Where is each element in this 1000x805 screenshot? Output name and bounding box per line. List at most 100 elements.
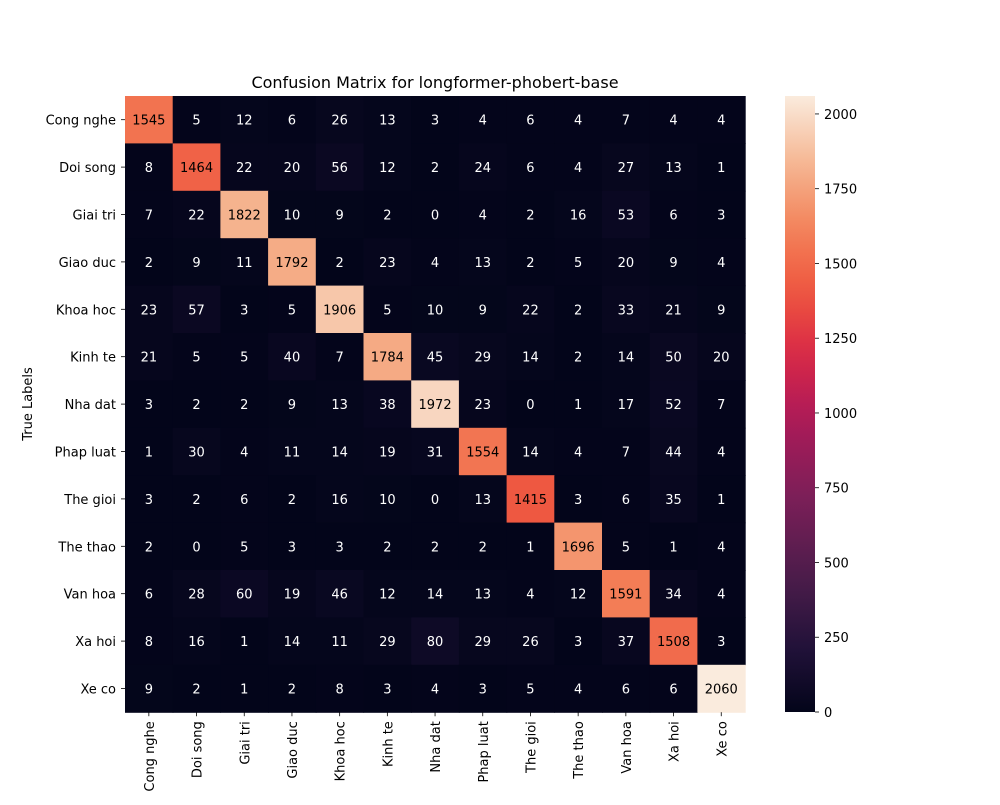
heatmap-cell-5-0 <box>125 333 174 381</box>
heatmap-cell-6-0 <box>125 380 174 429</box>
cell-value-8-2: 6 <box>240 493 248 508</box>
heatmap-cell-11-0 <box>125 617 174 666</box>
heatmap-cell-3-4 <box>315 238 365 287</box>
cell-value-7-4: 14 <box>331 446 348 461</box>
cell-value-0-3: 6 <box>288 114 296 129</box>
cell-value-0-11: 4 <box>669 114 677 129</box>
heatmap-cell-8-12 <box>697 475 746 524</box>
heatmap-cell-3-6 <box>411 238 460 287</box>
cell-value-6-8: 0 <box>526 398 534 413</box>
cell-value-4-1: 57 <box>188 303 205 318</box>
cell-value-6-0: 3 <box>145 398 153 413</box>
cell-value-12-1: 2 <box>192 683 200 698</box>
heatmap-cell-8-7 <box>458 475 508 524</box>
cell-value-7-5: 19 <box>379 446 396 461</box>
cell-value-12-7: 3 <box>479 683 487 698</box>
x-tick-label-11: Xa hoi <box>668 721 683 762</box>
cell-value-2-8: 2 <box>526 209 534 224</box>
cell-value-0-7: 4 <box>479 114 487 129</box>
heatmap-cell-9-11 <box>649 522 698 571</box>
colorbar-tick-label-4: 1000 <box>824 407 857 422</box>
heatmap-cell-12-12 <box>697 664 746 713</box>
cell-value-2-12: 3 <box>717 209 725 224</box>
heatmap-cell-6-2 <box>220 380 269 429</box>
cell-value-3-10: 20 <box>618 256 635 271</box>
y-tick-label-6: Nha dat <box>65 398 116 413</box>
cell-value-6-12: 7 <box>717 398 725 413</box>
y-tick-label-4: Khoa hoc <box>56 303 116 318</box>
cell-value-12-11: 6 <box>669 683 677 698</box>
heatmap-cell-6-1 <box>172 380 221 429</box>
y-tick-label-10: Van hoa <box>64 588 116 603</box>
cell-value-9-8: 1 <box>526 540 534 555</box>
cell-value-0-9: 4 <box>574 114 582 129</box>
cell-value-5-2: 5 <box>240 351 248 366</box>
y-tick-label-8: The gioi <box>63 493 116 508</box>
cell-value-11-12: 3 <box>717 635 725 650</box>
cell-value-2-9: 16 <box>570 209 587 224</box>
heatmap-cell-9-10 <box>602 522 651 571</box>
heatmap-cell-6-5 <box>363 380 412 429</box>
cell-value-10-12: 4 <box>717 588 725 603</box>
heatmap-cell-8-6 <box>411 475 460 524</box>
heatmap-cell-4-3 <box>268 285 317 334</box>
cell-value-1-12: 1 <box>717 161 725 176</box>
cell-value-7-2: 4 <box>240 446 248 461</box>
heatmap-cell-12-10 <box>602 664 651 713</box>
cell-value-0-2: 12 <box>236 114 253 129</box>
heatmap-cell-6-7 <box>458 380 508 429</box>
cell-value-2-6: 0 <box>431 209 439 224</box>
heatmap-cell-7-3 <box>268 427 317 476</box>
cell-value-3-12: 4 <box>717 256 725 271</box>
heatmap-cell-2-4 <box>315 190 365 239</box>
x-tick-label-5: Kinh te <box>381 721 396 767</box>
heatmap-cell-2-11 <box>649 190 698 239</box>
cell-value-6-4: 13 <box>331 398 348 413</box>
heatmap-cell-5-1 <box>172 333 221 381</box>
heatmap-cell-10-4 <box>315 570 365 618</box>
cell-value-3-3: 1792 <box>275 256 308 271</box>
heatmap-cell-10-5 <box>363 570 412 618</box>
heatmap-cell-1-12 <box>697 143 746 192</box>
cell-value-11-4: 11 <box>331 635 348 650</box>
cell-value-3-8: 2 <box>526 256 534 271</box>
heatmap-cell-12-8 <box>506 664 555 713</box>
heatmap-cell-3-11 <box>649 238 698 287</box>
cell-value-10-10: 1591 <box>609 588 642 603</box>
cell-value-11-1: 16 <box>188 635 205 650</box>
heatmap-cell-10-1 <box>172 570 221 618</box>
heatmap-cell-5-5 <box>363 333 412 381</box>
cell-value-7-0: 1 <box>145 446 153 461</box>
cell-value-3-6: 4 <box>431 256 439 271</box>
x-tick-label-2: Giai tri <box>238 721 253 764</box>
cell-value-0-1: 5 <box>192 114 200 129</box>
heatmap-cell-11-11 <box>649 617 698 666</box>
cell-value-1-5: 12 <box>379 161 396 176</box>
heatmap-cell-11-4 <box>315 617 365 666</box>
heatmap-cell-4-1 <box>172 285 221 334</box>
cell-value-8-8: 1415 <box>514 493 547 508</box>
y-tick-label-9: The thao <box>57 540 116 555</box>
cell-value-12-0: 9 <box>145 683 153 698</box>
heatmap-cell-1-4 <box>315 143 365 192</box>
y-axis-ticks: Cong nghe Doi song Giai tri Giao duc Khoa ho… <box>46 114 125 698</box>
heatmap-cell-8-3 <box>268 475 317 524</box>
heatmap-cell-5-7 <box>458 333 508 381</box>
cell-value-5-7: 29 <box>474 351 491 366</box>
cell-value-9-7: 2 <box>479 540 487 555</box>
cell-value-8-7: 13 <box>474 493 491 508</box>
cell-value-12-12: 2060 <box>705 683 738 698</box>
cell-value-0-10: 7 <box>622 114 630 129</box>
cell-value-2-11: 6 <box>669 209 677 224</box>
heatmap-cell-11-6 <box>411 617 460 666</box>
cell-value-2-10: 53 <box>618 209 635 224</box>
heatmap-cell-9-2 <box>220 522 269 571</box>
heatmap-cell-0-4 <box>315 96 365 144</box>
y-tick-label-0: Cong nghe <box>46 114 116 129</box>
heatmap-cell-12-7 <box>458 664 508 713</box>
cell-value-8-4: 16 <box>331 493 348 508</box>
heatmap-cell-2-6 <box>411 190 460 239</box>
cell-value-5-4: 7 <box>336 351 344 366</box>
cell-value-6-11: 52 <box>665 398 682 413</box>
heatmap-cell-10-0 <box>125 570 174 618</box>
